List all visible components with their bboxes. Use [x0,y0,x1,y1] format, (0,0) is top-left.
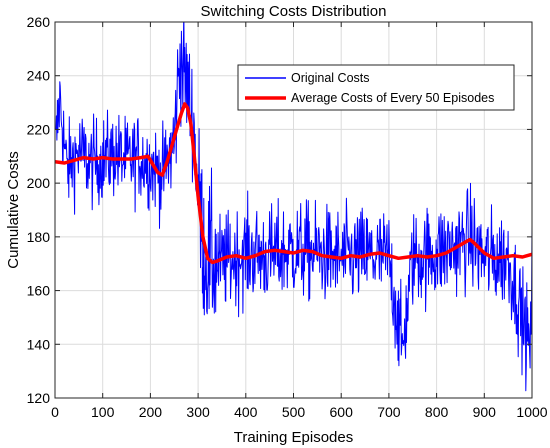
x-tick-label: 900 [473,404,497,420]
x-tick-label: 800 [425,404,449,420]
x-axis-label: Training Episodes [234,429,354,446]
x-tick-label: 500 [282,404,306,420]
legend-label-average-costs: Average Costs of Every 50 Episodes [291,91,494,105]
y-tick-label: 220 [27,121,51,137]
y-tick-label: 240 [27,68,51,84]
y-tick-label: 160 [27,283,51,299]
legend: Original Costs Average Costs of Every 50… [237,64,515,111]
x-tick-label: 700 [377,404,401,420]
series-average-costs-line [55,102,532,265]
legend-box [237,64,515,111]
x-tick-label: 400 [234,404,258,420]
y-tick-label: 140 [27,336,51,352]
legend-label-original-costs: Original Costs [291,71,370,85]
y-tick-label: 260 [27,14,51,30]
x-tick-label: 300 [186,404,210,420]
series-original-costs-line [55,22,532,392]
x-tick-label: 1000 [516,404,547,420]
chart-title: Switching Costs Distribution [201,3,387,20]
y-tick-label: 180 [27,229,51,245]
x-tick-label: 100 [91,404,115,420]
x-tick-label: 0 [51,404,59,420]
y-tick-label: 120 [27,390,51,406]
y-axis-label: Cumulative Costs [5,151,22,269]
y-tick-label: 200 [27,175,51,191]
axis-ticks: 0 100 200 300 400 500 600 700 800 900 1000 120 140 16… [27,14,548,420]
series-group [55,22,532,392]
x-tick-label: 200 [139,404,163,420]
x-tick-label: 600 [330,404,354,420]
